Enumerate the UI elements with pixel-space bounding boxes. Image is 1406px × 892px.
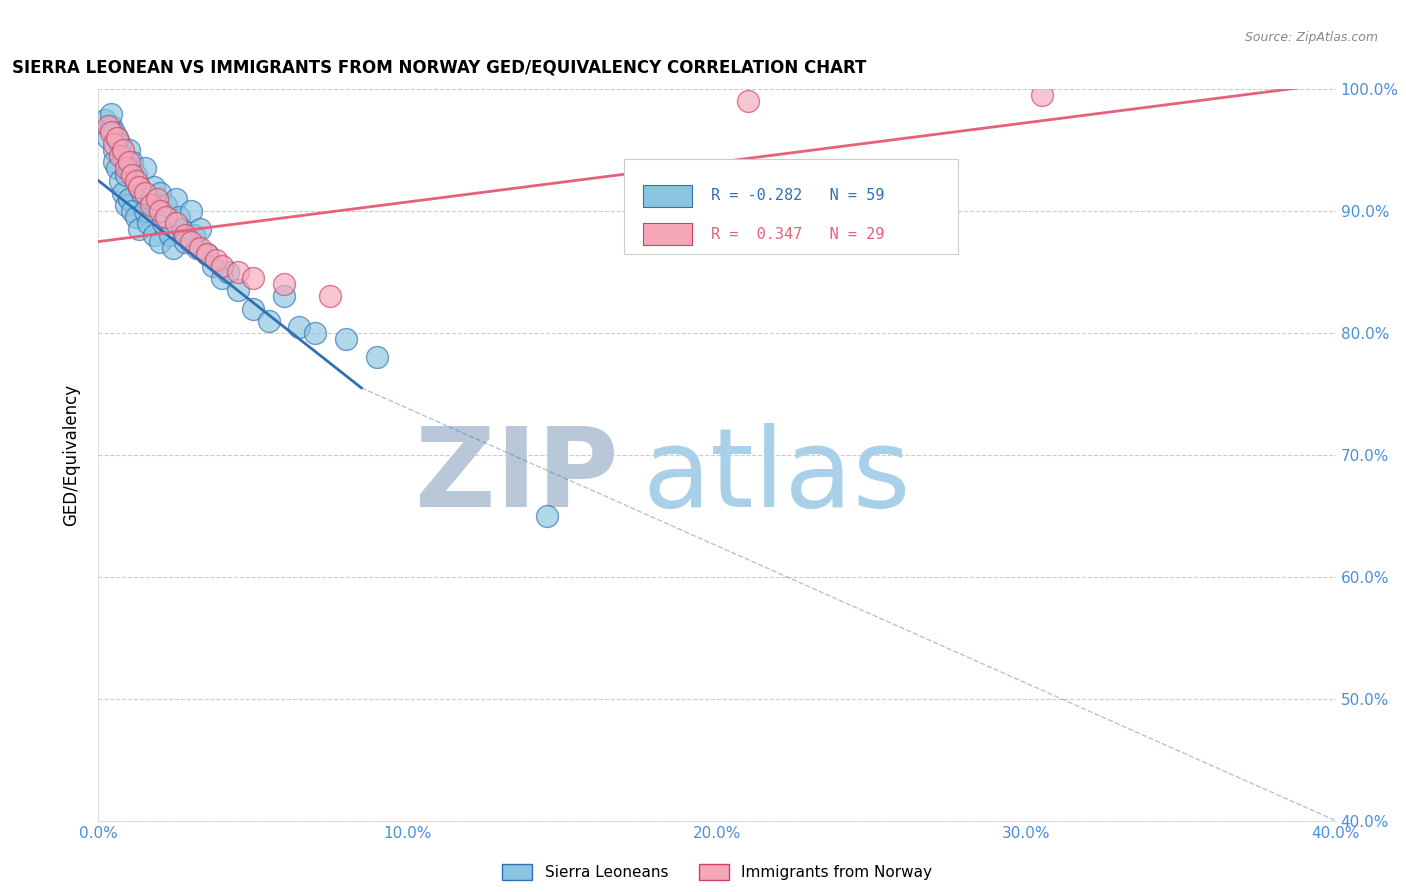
FancyBboxPatch shape bbox=[643, 185, 692, 207]
Point bbox=[103, 155, 125, 169]
Point bbox=[118, 192, 141, 206]
Point bbox=[128, 179, 150, 194]
Text: ZIP: ZIP bbox=[415, 424, 619, 531]
Y-axis label: GED/Equivalency: GED/Equivalency bbox=[62, 384, 80, 526]
Point bbox=[121, 155, 143, 169]
Point bbox=[335, 332, 357, 346]
Point bbox=[180, 204, 202, 219]
Point bbox=[121, 204, 143, 219]
Point bbox=[136, 216, 159, 230]
Point bbox=[737, 95, 759, 109]
Point bbox=[149, 204, 172, 219]
Point bbox=[186, 241, 208, 255]
Point bbox=[366, 351, 388, 365]
Point bbox=[115, 198, 138, 212]
Point bbox=[257, 314, 280, 328]
Point bbox=[131, 186, 153, 200]
Point bbox=[162, 241, 184, 255]
Text: SIERRA LEONEAN VS IMMIGRANTS FROM NORWAY GED/EQUIVALENCY CORRELATION CHART: SIERRA LEONEAN VS IMMIGRANTS FROM NORWAY… bbox=[11, 59, 866, 77]
Point bbox=[105, 131, 128, 145]
Point bbox=[226, 284, 249, 298]
Text: atlas: atlas bbox=[643, 424, 911, 531]
Point bbox=[108, 149, 131, 163]
Point bbox=[304, 326, 326, 340]
Point bbox=[112, 143, 135, 157]
Point bbox=[100, 125, 122, 139]
Point bbox=[124, 168, 146, 182]
Point bbox=[105, 161, 128, 176]
Point bbox=[121, 168, 143, 182]
Point bbox=[149, 235, 172, 249]
Point bbox=[273, 289, 295, 303]
Point bbox=[155, 211, 177, 225]
Point bbox=[115, 161, 138, 176]
Point bbox=[152, 216, 174, 230]
Point bbox=[211, 271, 233, 285]
Point bbox=[195, 247, 218, 261]
Point bbox=[167, 211, 190, 225]
Point bbox=[143, 179, 166, 194]
Point bbox=[174, 235, 197, 249]
Point bbox=[118, 155, 141, 169]
Point bbox=[242, 271, 264, 285]
Point bbox=[319, 289, 342, 303]
Point bbox=[273, 277, 295, 292]
Point bbox=[146, 192, 169, 206]
Point bbox=[180, 235, 202, 249]
Point bbox=[115, 168, 138, 182]
Point bbox=[112, 186, 135, 200]
Point bbox=[108, 174, 131, 188]
Point bbox=[217, 265, 239, 279]
Point bbox=[100, 119, 122, 133]
Point bbox=[103, 143, 125, 157]
Point bbox=[155, 198, 177, 212]
Point bbox=[536, 508, 558, 523]
Point bbox=[100, 106, 122, 120]
FancyBboxPatch shape bbox=[624, 159, 959, 253]
Point bbox=[128, 222, 150, 236]
Point bbox=[128, 179, 150, 194]
Point bbox=[103, 125, 125, 139]
Point bbox=[97, 131, 120, 145]
Text: Source: ZipAtlas.com: Source: ZipAtlas.com bbox=[1244, 31, 1378, 45]
Point bbox=[124, 174, 146, 188]
Point bbox=[118, 143, 141, 157]
Point bbox=[242, 301, 264, 316]
Point bbox=[105, 131, 128, 145]
Point bbox=[134, 186, 156, 200]
Point bbox=[288, 320, 311, 334]
Point bbox=[205, 252, 228, 267]
Point bbox=[124, 211, 146, 225]
Point bbox=[134, 161, 156, 176]
Point bbox=[139, 198, 162, 212]
Point bbox=[170, 222, 193, 236]
Text: R =  0.347   N = 29: R = 0.347 N = 29 bbox=[711, 227, 884, 242]
Point bbox=[97, 119, 120, 133]
Point bbox=[149, 186, 172, 200]
Point bbox=[226, 265, 249, 279]
Point bbox=[134, 204, 156, 219]
Point bbox=[211, 259, 233, 273]
Point bbox=[112, 149, 135, 163]
Point bbox=[93, 112, 115, 127]
Text: R = -0.282   N = 59: R = -0.282 N = 59 bbox=[711, 188, 884, 203]
Point bbox=[143, 228, 166, 243]
Point bbox=[139, 192, 162, 206]
FancyBboxPatch shape bbox=[643, 223, 692, 245]
Point bbox=[146, 198, 169, 212]
Point bbox=[201, 259, 224, 273]
Point bbox=[190, 241, 212, 255]
Legend: Sierra Leoneans, Immigrants from Norway: Sierra Leoneans, Immigrants from Norway bbox=[496, 858, 938, 886]
Point bbox=[165, 216, 187, 230]
Point bbox=[118, 161, 141, 176]
Point bbox=[1031, 88, 1053, 103]
Point bbox=[165, 192, 187, 206]
Point bbox=[159, 228, 181, 243]
Point bbox=[103, 137, 125, 152]
Point bbox=[195, 247, 218, 261]
Point bbox=[174, 228, 197, 243]
Point bbox=[108, 137, 131, 152]
Point bbox=[190, 222, 212, 236]
Point bbox=[183, 228, 205, 243]
